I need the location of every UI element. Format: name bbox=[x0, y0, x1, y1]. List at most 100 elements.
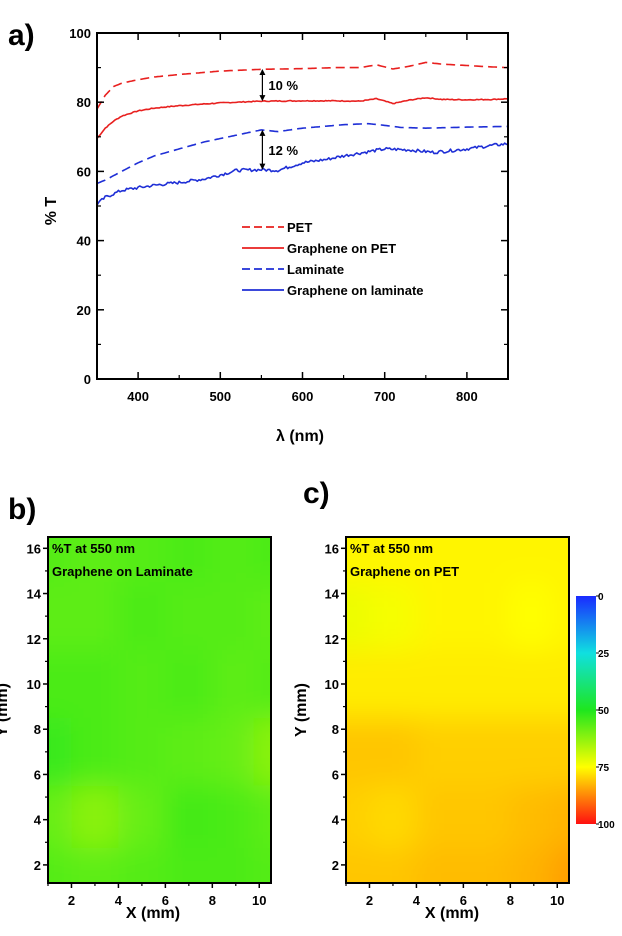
heatmap-cell bbox=[510, 847, 552, 883]
heatmap-cell bbox=[369, 650, 417, 719]
heatmap-cell bbox=[463, 582, 511, 651]
heatmap-cell bbox=[212, 582, 254, 651]
heatmap-cell bbox=[369, 847, 417, 883]
x-tick-label: 6 bbox=[162, 893, 169, 908]
x-axis-title: X (mm) bbox=[126, 905, 180, 922]
y-axis-title: % T bbox=[43, 197, 60, 226]
heatmap-cell bbox=[71, 650, 119, 719]
x-tick-label: 500 bbox=[209, 389, 231, 404]
plot-frame bbox=[96, 32, 509, 380]
x-tick-label: 600 bbox=[292, 389, 314, 404]
heatmap-cell bbox=[463, 537, 511, 583]
arrow-head bbox=[259, 68, 266, 75]
heatmap-cell bbox=[165, 785, 213, 849]
legend-label: Graphene on laminate bbox=[287, 283, 424, 298]
heatmap-cell bbox=[510, 537, 552, 583]
heatmap-cell bbox=[212, 650, 254, 719]
heatmap-cell bbox=[253, 847, 271, 883]
y-tick-label: 14 bbox=[325, 587, 340, 602]
heatmap-cell bbox=[48, 717, 72, 787]
plot-frame bbox=[345, 536, 570, 884]
heatmap-cells bbox=[346, 537, 569, 883]
arrow-head bbox=[259, 129, 266, 136]
y-tick-label: 100 bbox=[69, 26, 91, 41]
heatmap-cell bbox=[212, 785, 254, 849]
x-tick-label: 10 bbox=[550, 893, 564, 908]
y-axis-title: Y (mm) bbox=[293, 683, 310, 737]
heatmap-cell bbox=[48, 582, 72, 651]
heatmap-cell bbox=[253, 537, 271, 583]
colorbar: 0 25 50 75 100 bbox=[576, 592, 615, 831]
heatmap-graphene-on-pet: 2 4 6 8 10 2 4 6 8 10 12 14 16 %T at 550 nm Graphene… bbox=[293, 536, 570, 922]
heatmap-cell bbox=[118, 847, 166, 883]
series-line bbox=[96, 142, 509, 206]
y-axis-title: Y (mm) bbox=[0, 683, 11, 737]
arrow-head bbox=[259, 95, 266, 102]
heatmap-cell bbox=[118, 650, 166, 719]
annotation-label: 12 % bbox=[268, 143, 298, 158]
heatmap-cell bbox=[510, 582, 552, 651]
y-tick-label: 8 bbox=[332, 722, 339, 737]
annotations: 10 % 12 % bbox=[259, 68, 298, 170]
heatmap-cell bbox=[165, 847, 213, 883]
x-tick-label: 8 bbox=[507, 893, 514, 908]
heatmap-cell bbox=[416, 717, 464, 787]
heatmap-cell bbox=[48, 650, 72, 719]
panel-label-b: b) bbox=[8, 493, 36, 526]
series-line bbox=[96, 122, 508, 185]
heatmap-cell bbox=[346, 537, 370, 583]
x-tick-label: 4 bbox=[413, 893, 421, 908]
colorbar-tick-label: 100 bbox=[598, 820, 615, 831]
legend: PET Graphene on PET Laminate Graphene on la… bbox=[242, 220, 424, 298]
map-title-line-1: %T at 550 nm bbox=[350, 541, 433, 556]
heatmap-cell bbox=[416, 582, 464, 651]
heatmap-cell bbox=[71, 537, 119, 583]
x-tick-label: 700 bbox=[374, 389, 396, 404]
heatmap-cell bbox=[212, 717, 254, 787]
series-group bbox=[96, 61, 509, 206]
heatmap-cell bbox=[346, 847, 370, 883]
y-tick-label: 0 bbox=[84, 372, 91, 387]
x-tick-label: 10 bbox=[252, 893, 266, 908]
heatmap-cell bbox=[165, 650, 213, 719]
plot-frame bbox=[47, 536, 272, 884]
heatmap-cell bbox=[346, 717, 370, 787]
heatmap-cell bbox=[165, 717, 213, 787]
heatmap-cell bbox=[551, 582, 569, 651]
heatmap-cell bbox=[212, 537, 254, 583]
heatmap-cell bbox=[118, 785, 166, 849]
y-tick-label: 2 bbox=[332, 858, 339, 873]
heatmap-cell bbox=[369, 785, 417, 849]
heatmap-cell bbox=[253, 785, 271, 849]
y-tick-label: 4 bbox=[332, 813, 340, 828]
colorbar-gradient bbox=[576, 596, 596, 824]
heatmap-cell bbox=[253, 650, 271, 719]
y-tick-label: 10 bbox=[325, 677, 339, 692]
map-title-line-1: %T at 550 nm bbox=[52, 541, 135, 556]
heatmap-cell bbox=[369, 582, 417, 651]
series-line bbox=[96, 61, 509, 110]
x-tick-label: 400 bbox=[127, 389, 149, 404]
axis-ticks: 2 4 6 8 10 2 4 6 8 10 12 14 16 bbox=[325, 541, 565, 908]
axis-ticks: 2 4 6 8 10 2 4 6 8 10 12 14 16 bbox=[27, 541, 267, 908]
heatmap-cell bbox=[416, 785, 464, 849]
series-line bbox=[96, 97, 509, 139]
heatmap-cell bbox=[346, 785, 370, 849]
heatmap-cell bbox=[463, 847, 511, 883]
x-axis-title: X (mm) bbox=[425, 905, 479, 922]
heatmap-cell bbox=[463, 650, 511, 719]
y-tick-label: 40 bbox=[77, 234, 91, 249]
map-title-line-2: Graphene on PET bbox=[350, 564, 459, 579]
heatmap-cell bbox=[369, 717, 417, 787]
y-tick-label: 12 bbox=[325, 632, 339, 647]
heatmap-cell bbox=[346, 650, 370, 719]
arrow-head bbox=[259, 163, 266, 170]
heatmap-cell bbox=[48, 785, 72, 849]
y-tick-label: 6 bbox=[34, 767, 41, 782]
heatmap-cell bbox=[71, 717, 119, 787]
x-tick-label: 4 bbox=[115, 893, 123, 908]
panel-label-c: c) bbox=[303, 477, 330, 510]
x-tick-label: 2 bbox=[366, 893, 373, 908]
y-tick-label: 60 bbox=[77, 164, 91, 179]
